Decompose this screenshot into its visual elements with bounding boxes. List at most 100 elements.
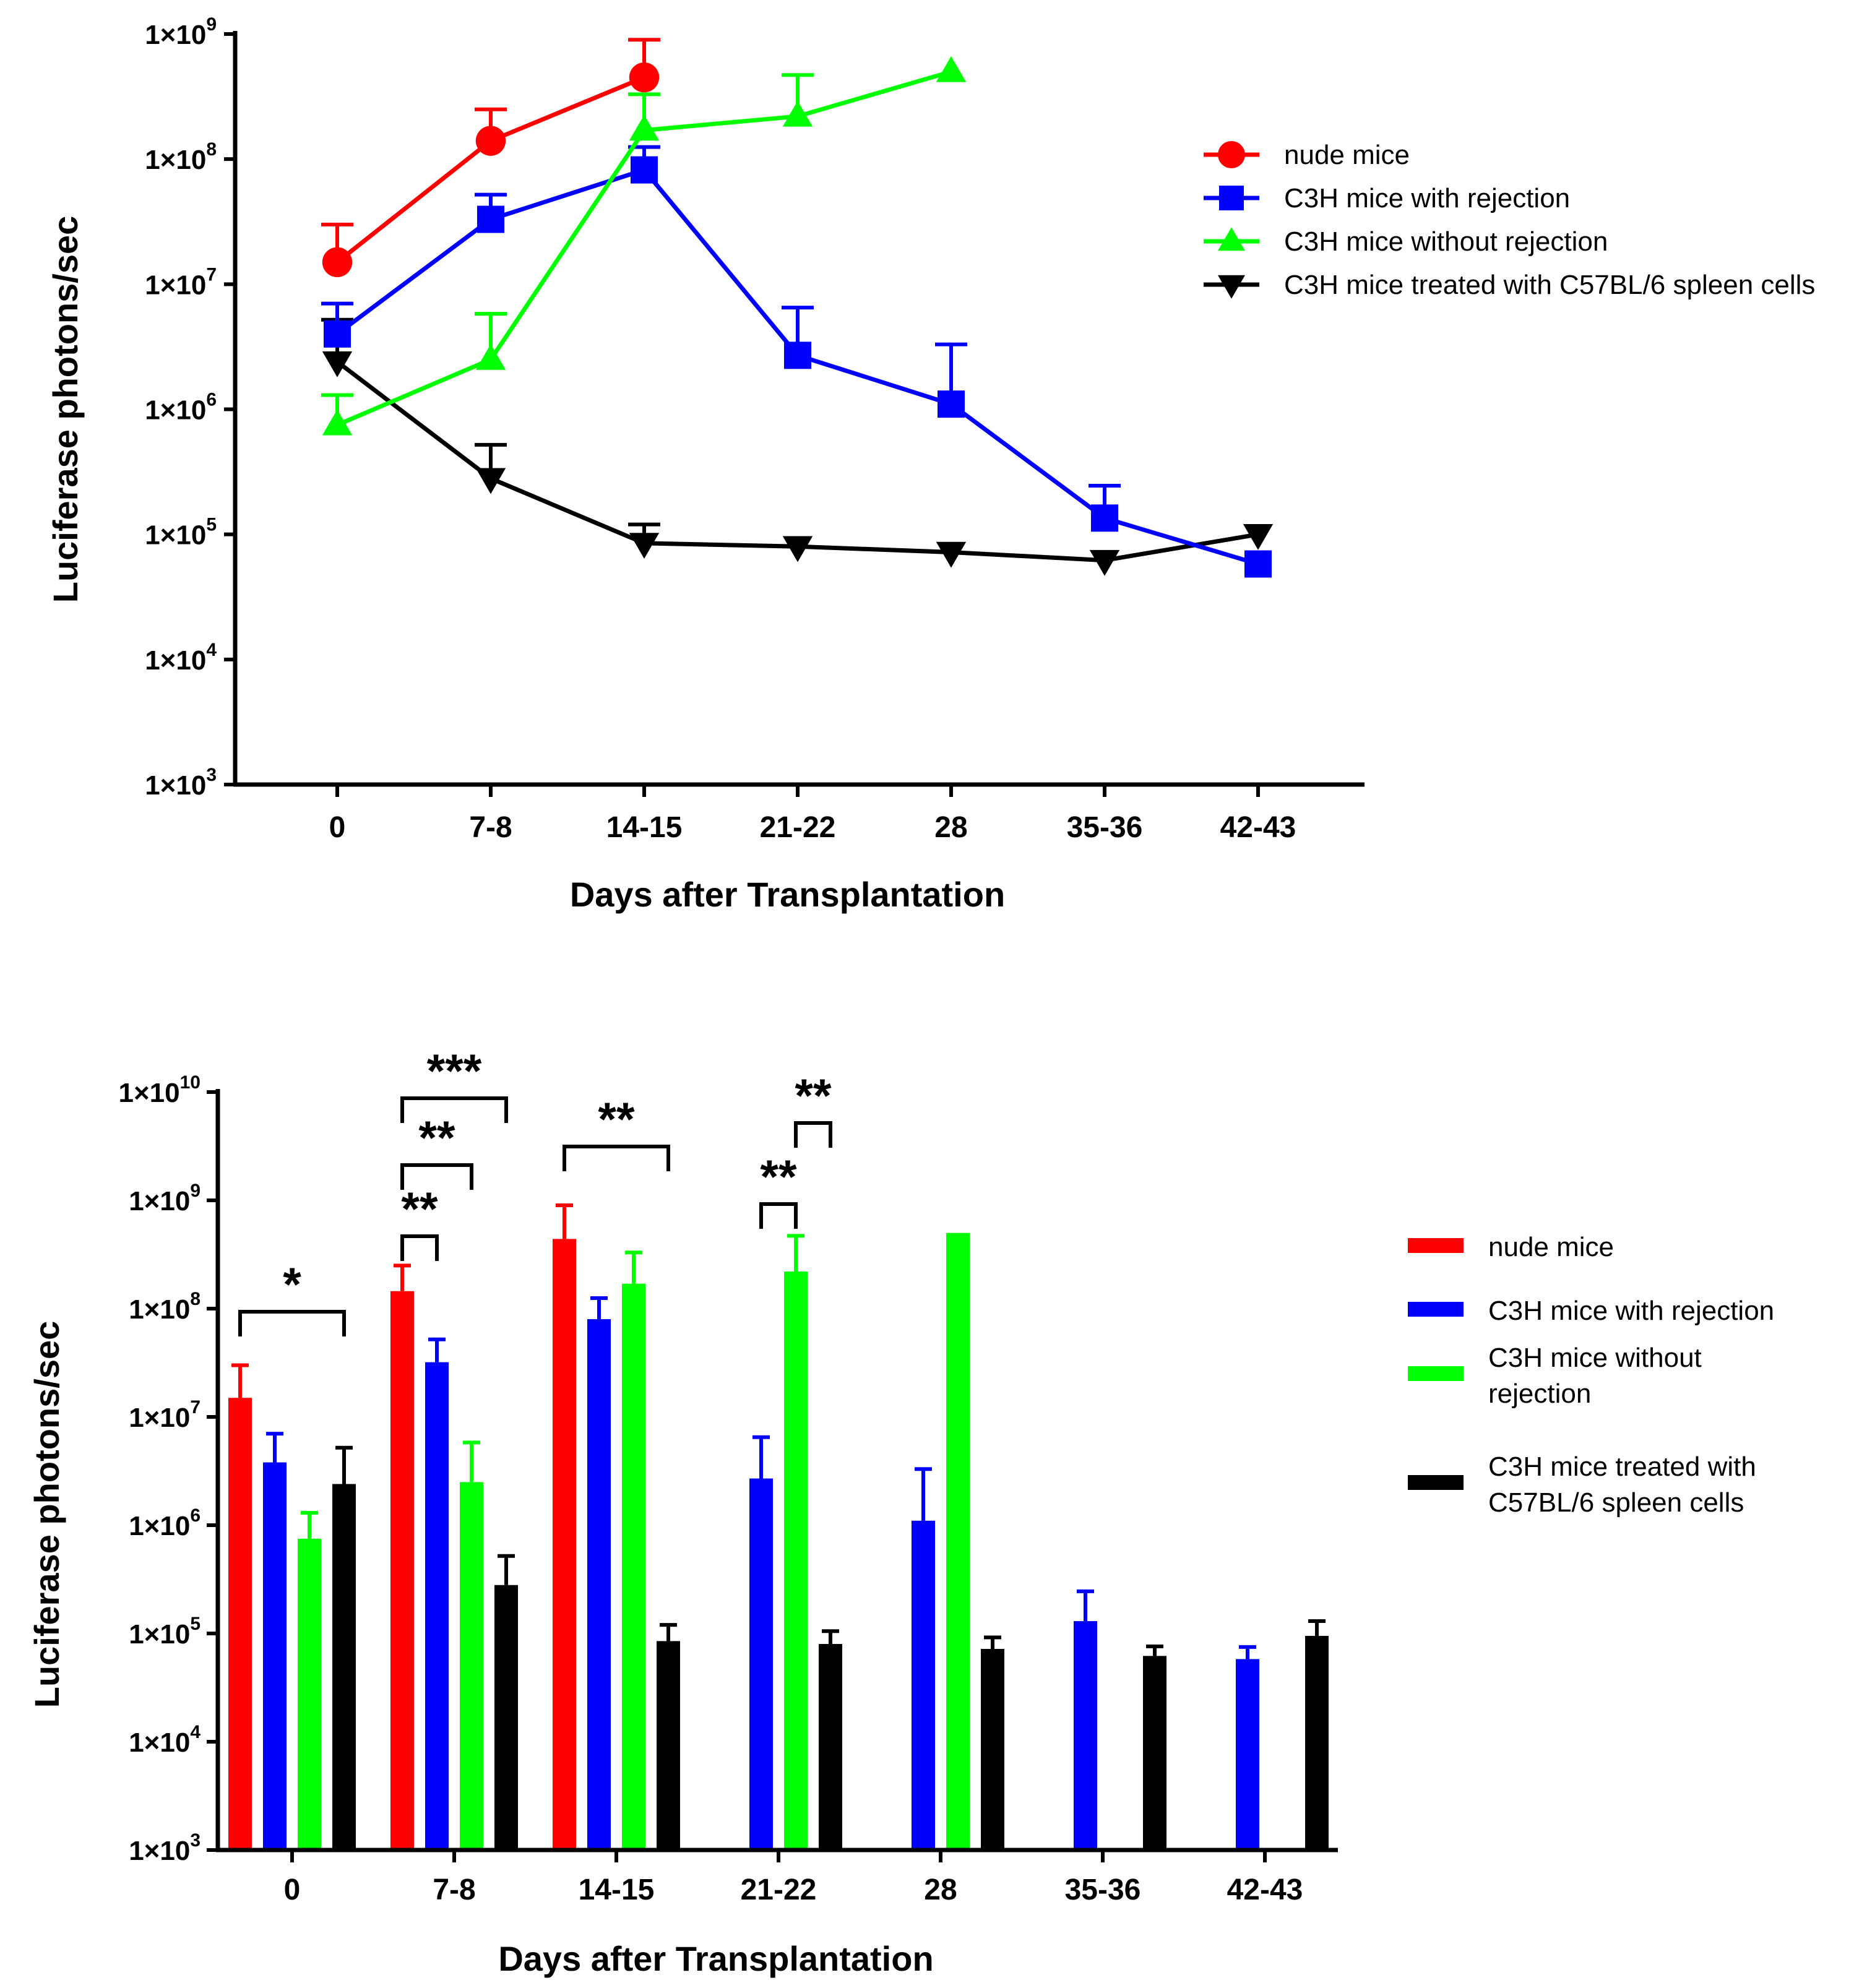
- data-point: [629, 114, 660, 141]
- y-axis-title: Luciferase photons/sec: [46, 216, 85, 603]
- bar: [1143, 1656, 1166, 1850]
- data-point: [782, 536, 813, 562]
- y-tick-exponent: 3: [190, 1830, 200, 1851]
- y-tick-exponent: 8: [206, 139, 217, 160]
- x-tick-label: 7-8: [469, 811, 512, 844]
- x-axis-title: Days after Transplantation: [570, 875, 1005, 914]
- significance-label: **: [401, 1183, 438, 1236]
- significance-label: ***: [427, 1045, 482, 1098]
- bar: [263, 1462, 287, 1850]
- legend-marker: [1218, 141, 1245, 168]
- y-tick-base: 1×10: [145, 520, 206, 551]
- y-tick-label: 1×106: [129, 1505, 200, 1541]
- data-point: [322, 409, 353, 436]
- bar: [425, 1362, 449, 1850]
- y-tick-base: 1×10: [129, 1836, 190, 1866]
- x-tick-label: 0: [284, 1874, 301, 1906]
- bar: [1236, 1659, 1259, 1850]
- bar: [298, 1538, 321, 1850]
- legend-marker: [1218, 275, 1245, 299]
- legend-swatch: [1408, 1366, 1464, 1381]
- bar-series-0: [228, 1203, 576, 1850]
- data-point: [631, 156, 658, 184]
- bar-series-3: [332, 1445, 1329, 1850]
- x-tick-label: 14-15: [606, 811, 683, 844]
- data-point: [784, 342, 811, 369]
- y-tick-base: 1×10: [129, 1511, 190, 1541]
- bar: [587, 1319, 611, 1850]
- y-tick-exponent: 6: [190, 1505, 200, 1526]
- data-point: [1243, 523, 1274, 550]
- data-point: [475, 468, 506, 494]
- data-point: [629, 533, 660, 559]
- bar: [332, 1484, 356, 1850]
- y-tick-base: 1×10: [129, 1186, 190, 1216]
- significance-bracket: [238, 1310, 346, 1336]
- y-tick-base: 1×10: [129, 1728, 190, 1758]
- y-tick-exponent: 9: [206, 14, 217, 35]
- y-tick-label: 1×104: [145, 640, 217, 676]
- y-tick-label: 1×106: [145, 390, 217, 426]
- data-point: [1091, 504, 1118, 532]
- y-tick-label: 1×108: [129, 1289, 200, 1325]
- significance-label: **: [795, 1070, 832, 1122]
- data-point: [936, 541, 967, 568]
- y-axis-title: Luciferase photons/sec: [27, 1321, 66, 1708]
- significance-bracket: [400, 1234, 439, 1261]
- bar: [912, 1520, 935, 1850]
- y-tick-label: 1×107: [145, 264, 217, 300]
- series-1: [321, 145, 1272, 578]
- y-tick-exponent: 8: [190, 1289, 200, 1309]
- significance-bracket: [400, 1096, 508, 1123]
- bar: [460, 1482, 483, 1850]
- x-tick-label: 35-36: [1065, 1874, 1141, 1906]
- legend-label: C3H mice treated with: [1488, 1452, 1756, 1482]
- legend-label: C3H mice without: [1488, 1343, 1702, 1373]
- legend-label: nude mice: [1284, 140, 1410, 170]
- legend-swatch: [1408, 1238, 1464, 1253]
- bar: [1305, 1635, 1329, 1850]
- data-point: [1089, 549, 1120, 576]
- data-point: [782, 100, 813, 127]
- significance-label: **: [598, 1093, 635, 1146]
- x-tick-label: 42-43: [1220, 811, 1296, 844]
- y-tick-label: 1×105: [145, 515, 217, 551]
- bar: [494, 1585, 518, 1850]
- x-tick-label: 21-22: [741, 1874, 817, 1906]
- data-point: [629, 62, 660, 93]
- legend-label: C57BL/6 spleen cells: [1488, 1487, 1744, 1518]
- y-tick-base: 1×10: [145, 770, 206, 801]
- data-point: [322, 247, 353, 277]
- series-line: [335, 75, 645, 264]
- legend-swatch: [1408, 1475, 1464, 1490]
- bar: [946, 1233, 970, 1850]
- series-2: [321, 56, 967, 436]
- y-tick-label: 1×105: [129, 1614, 200, 1650]
- bar-chart: 1×1031×1041×1051×1061×1071×1081×1091×101…: [27, 1045, 1774, 1978]
- significance-bracket: [563, 1145, 670, 1171]
- significance-label: **: [760, 1151, 797, 1203]
- y-tick-base: 1×10: [145, 20, 206, 50]
- bar: [784, 1272, 808, 1850]
- x-tick-label: 0: [329, 811, 346, 844]
- y-tick-exponent: 4: [206, 640, 217, 660]
- y-tick-exponent: 10: [180, 1072, 200, 1093]
- y-tick-exponent: 5: [206, 515, 217, 535]
- bar: [819, 1643, 842, 1850]
- legend-marker: [1218, 227, 1245, 251]
- legend-label: C3H mice treated with C57BL/6 spleen cel…: [1284, 270, 1815, 300]
- y-tick-exponent: 9: [190, 1181, 200, 1201]
- bar: [981, 1648, 1004, 1850]
- bar-series-1: [263, 1296, 1259, 1850]
- y-tick-label: 1×1010: [119, 1072, 200, 1108]
- y-tick-label: 1×108: [145, 139, 217, 175]
- x-tick-label: 28: [924, 1874, 957, 1906]
- y-tick-label: 1×103: [145, 765, 217, 801]
- significance-bracket: [759, 1202, 798, 1229]
- y-tick-exponent: 6: [206, 390, 217, 410]
- y-tick-exponent: 5: [190, 1614, 200, 1634]
- y-tick-label: 1×109: [145, 14, 217, 50]
- x-axis-title: Days after Transplantation: [498, 1939, 933, 1978]
- x-tick-label: 7-8: [433, 1874, 475, 1906]
